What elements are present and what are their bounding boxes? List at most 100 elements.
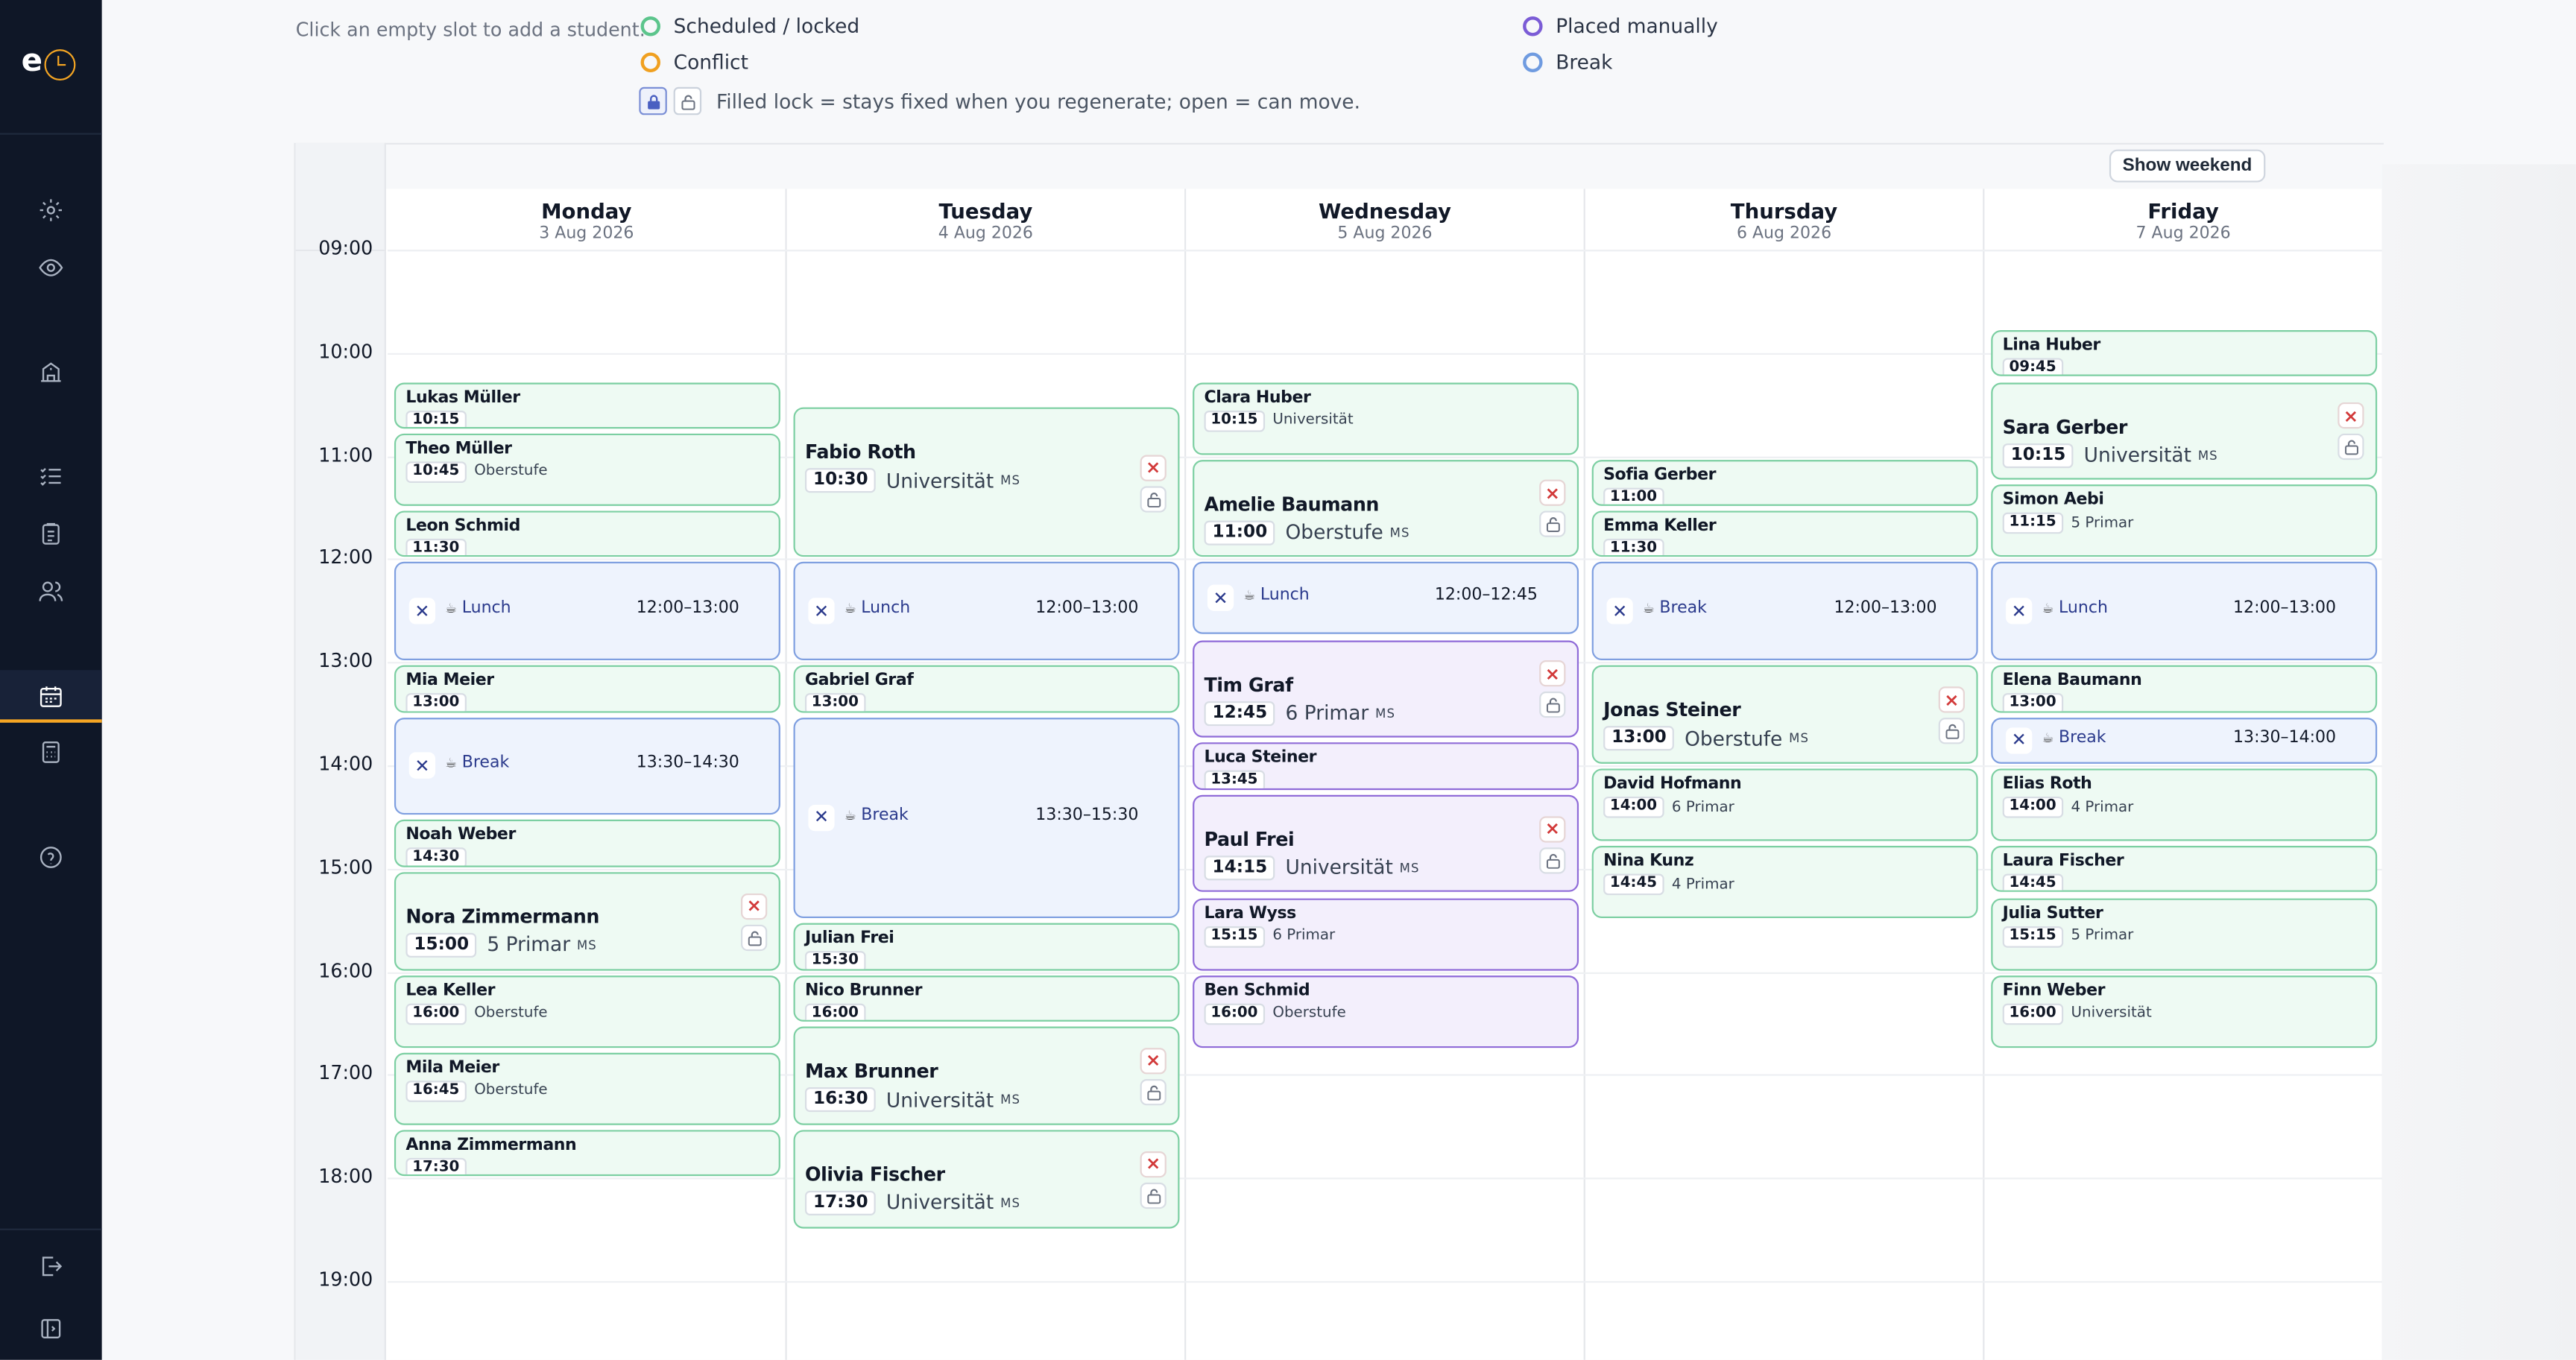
open-lock-icon[interactable] [741, 924, 768, 951]
lesson-card[interactable]: Olivia Fischer 17:30 Universität MS × [793, 1129, 1180, 1228]
lesson-meta: 14:00 6 Primar [1603, 796, 1734, 818]
lesson-card[interactable]: Mila Meier 16:45 Oberstufe [394, 1052, 780, 1125]
lesson-card[interactable]: Lukas Müller 10:15 [394, 382, 780, 429]
calculator-icon[interactable] [34, 736, 67, 768]
lesson-card[interactable]: Luca Steiner 13:45 [1193, 742, 1579, 790]
lesson-meta: 11:30 [1603, 538, 1664, 556]
hour-gridline [388, 1281, 2384, 1283]
open-lock-icon[interactable] [1140, 1182, 1167, 1209]
remove-lesson-button[interactable]: × [1938, 686, 1965, 713]
remove-lesson-button[interactable]: × [1539, 480, 1566, 507]
lesson-meta: 16:30 Universität MS [804, 1087, 1020, 1113]
lesson-card[interactable]: Noah Weber 14:30 [394, 820, 780, 867]
lesson-card[interactable]: Paul Frei 14:15 Universität MS × [1193, 794, 1579, 893]
open-lock-icon[interactable] [1140, 1078, 1167, 1106]
open-lock-icon[interactable] [1539, 692, 1566, 719]
lesson-card[interactable]: Lara Wyss 15:15 6 Primar [1193, 897, 1579, 970]
lesson-card[interactable]: Laura Fischer 14:45 [1991, 846, 2378, 893]
help-icon[interactable] [34, 841, 67, 873]
break-block[interactable]: ✕ ☕ Break 12:00–13:00 [1591, 562, 1978, 661]
break-label-text: Break [2058, 729, 2106, 747]
collapse-sidebar-icon[interactable] [34, 1312, 67, 1345]
eye-icon[interactable] [34, 251, 67, 284]
lesson-card[interactable]: Clara Huber 10:15 Universität [1193, 382, 1579, 455]
lesson-card[interactable]: Max Brunner 16:30 Universität MS × [793, 1026, 1180, 1125]
lesson-card[interactable]: Sofia Gerber 11:00 [1591, 459, 1978, 506]
coffee-icon: ☕ [1643, 601, 1655, 617]
student-level: Oberstufe [1272, 1005, 1346, 1022]
gear-icon[interactable] [34, 194, 67, 227]
lesson-card[interactable]: Ben Schmid 16:00 Oberstufe [1193, 975, 1579, 1048]
lesson-card[interactable]: Theo Müller 10:45 Oberstufe [394, 433, 780, 506]
remove-lesson-button[interactable]: × [741, 893, 768, 920]
lesson-card[interactable]: David Hofmann 14:00 6 Primar [1591, 768, 1978, 841]
remove-break-button[interactable]: ✕ [1207, 585, 1234, 612]
remove-break-button[interactable]: ✕ [2006, 727, 2033, 754]
lesson-card[interactable]: Anna Zimmermann 17:30 [394, 1129, 780, 1177]
lesson-card[interactable]: Amelie Baumann 11:00 Oberstufe MS × [1193, 459, 1579, 558]
open-lock-icon[interactable] [1140, 485, 1167, 513]
lesson-card[interactable]: Gabriel Graf 13:00 [793, 665, 1180, 712]
lesson-card[interactable]: Finn Weber 16:00 Universität [1991, 975, 2378, 1048]
lesson-card[interactable]: Julia Sutter 15:15 5 Primar [1991, 897, 2378, 970]
break-block[interactable]: ✕ ☕ Break 13:30–14:30 [394, 717, 780, 816]
checklist-icon[interactable] [34, 460, 67, 493]
break-block[interactable]: ✕ ☕ Lunch 12:00–13:00 [793, 562, 1180, 661]
student-name: Theo Müller [405, 440, 512, 458]
open-lock-icon[interactable] [2337, 434, 2364, 461]
hour-label: 18:00 [318, 1165, 373, 1188]
lesson-card[interactable]: Lina Huber 09:45 [1991, 330, 2378, 377]
calendar-icon[interactable] [34, 680, 67, 712]
app-logo[interactable]: e [22, 42, 80, 83]
lesson-card[interactable]: Julian Frei 15:30 [793, 923, 1180, 970]
show-weekend-button[interactable]: Show weekend [2109, 149, 2266, 183]
remove-break-button[interactable]: ✕ [2006, 598, 2033, 625]
logout-icon[interactable] [34, 1250, 67, 1282]
remove-break-button[interactable]: ✕ [808, 804, 835, 831]
break-block[interactable]: ✕ ☕ Lunch 12:00–12:45 [1193, 562, 1579, 635]
lesson-card[interactable]: Mia Meier 13:00 [394, 665, 780, 712]
break-block[interactable]: ✕ ☕ Lunch 12:00–13:00 [394, 562, 780, 661]
remove-lesson-button[interactable]: × [1140, 455, 1167, 481]
break-block[interactable]: ✕ ☕ Lunch 12:00–13:00 [1991, 562, 2378, 661]
remove-lesson-button[interactable]: × [1140, 1047, 1167, 1075]
lesson-card[interactable]: Nina Kunz 14:45 4 Primar [1591, 846, 1978, 919]
lesson-card[interactable]: Leon Schmid 11:30 [394, 510, 780, 558]
clipboard-icon[interactable] [34, 517, 67, 550]
lesson-time: 10:15 [2002, 442, 2074, 468]
open-lock-icon[interactable] [1539, 511, 1566, 538]
lesson-card[interactable]: Sara Gerber 10:15 Universität MS × [1991, 382, 2378, 481]
lesson-card[interactable]: Elena Baumann 13:00 [1991, 665, 2378, 712]
remove-lesson-button[interactable]: × [2337, 402, 2364, 430]
lesson-card[interactable]: Emma Keller 11:30 [1591, 510, 1978, 558]
lesson-card[interactable]: Tim Graf 12:45 6 Primar MS × [1193, 639, 1579, 738]
lesson-card[interactable]: Nico Brunner 16:00 [793, 975, 1180, 1022]
open-lock-icon[interactable] [1938, 718, 1965, 744]
break-block[interactable]: ✕ ☕ Break 13:30–15:30 [793, 717, 1180, 919]
lesson-card[interactable]: Nora Zimmermann 15:00 5 Primar MS × [394, 871, 780, 970]
remove-break-button[interactable]: ✕ [808, 598, 835, 625]
lesson-card[interactable]: Simon Aebi 11:15 5 Primar [1991, 484, 2378, 558]
remove-break-button[interactable]: ✕ [408, 598, 436, 625]
lesson-meta: 13:45 [1204, 771, 1265, 788]
lesson-card[interactable]: Jonas Steiner 13:00 Oberstufe MS × [1591, 665, 1978, 764]
lesson-card[interactable]: Lea Keller 16:00 Oberstufe [394, 975, 780, 1048]
users-icon[interactable] [34, 575, 67, 607]
remove-break-button[interactable]: ✕ [408, 753, 436, 779]
lesson-meta: 09:45 [2002, 358, 2063, 376]
lesson-time: 12:45 [1204, 700, 1276, 726]
open-lock-icon[interactable] [1539, 847, 1566, 873]
lesson-time: 11:00 [1603, 487, 1664, 505]
school-icon[interactable] [34, 355, 67, 388]
lesson-card[interactable]: Fabio Roth 10:30 Universität MS × [793, 408, 1180, 557]
lesson-meta: 10:30 Universität MS [804, 468, 1020, 493]
remove-lesson-button[interactable]: × [1539, 815, 1566, 842]
remove-break-button[interactable]: ✕ [1606, 598, 1633, 625]
lesson-time: 09:45 [2002, 358, 2063, 376]
break-block[interactable]: ✕ ☕ Break 13:30–14:00 [1991, 717, 2378, 764]
student-name: Sara Gerber [2002, 414, 2128, 438]
remove-lesson-button[interactable]: × [1140, 1151, 1167, 1177]
remove-lesson-button[interactable]: × [1539, 660, 1566, 688]
lesson-card[interactable]: Elias Roth 14:00 4 Primar [1991, 768, 2378, 841]
break-label-text: Break [1659, 600, 1707, 619]
